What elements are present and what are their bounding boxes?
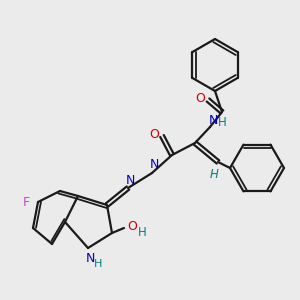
Text: H: H [94, 259, 102, 269]
Text: N: N [208, 113, 218, 127]
Text: H: H [138, 226, 146, 238]
Text: N: N [149, 158, 159, 172]
Text: O: O [149, 128, 159, 140]
Text: O: O [195, 92, 205, 104]
Text: F: F [22, 196, 30, 208]
Text: O: O [127, 220, 137, 233]
Text: H: H [218, 116, 226, 128]
Text: N: N [85, 251, 95, 265]
Text: H: H [210, 167, 218, 181]
Text: N: N [125, 173, 135, 187]
